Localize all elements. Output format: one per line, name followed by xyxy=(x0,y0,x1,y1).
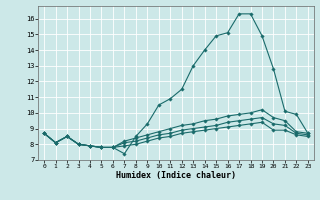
X-axis label: Humidex (Indice chaleur): Humidex (Indice chaleur) xyxy=(116,171,236,180)
